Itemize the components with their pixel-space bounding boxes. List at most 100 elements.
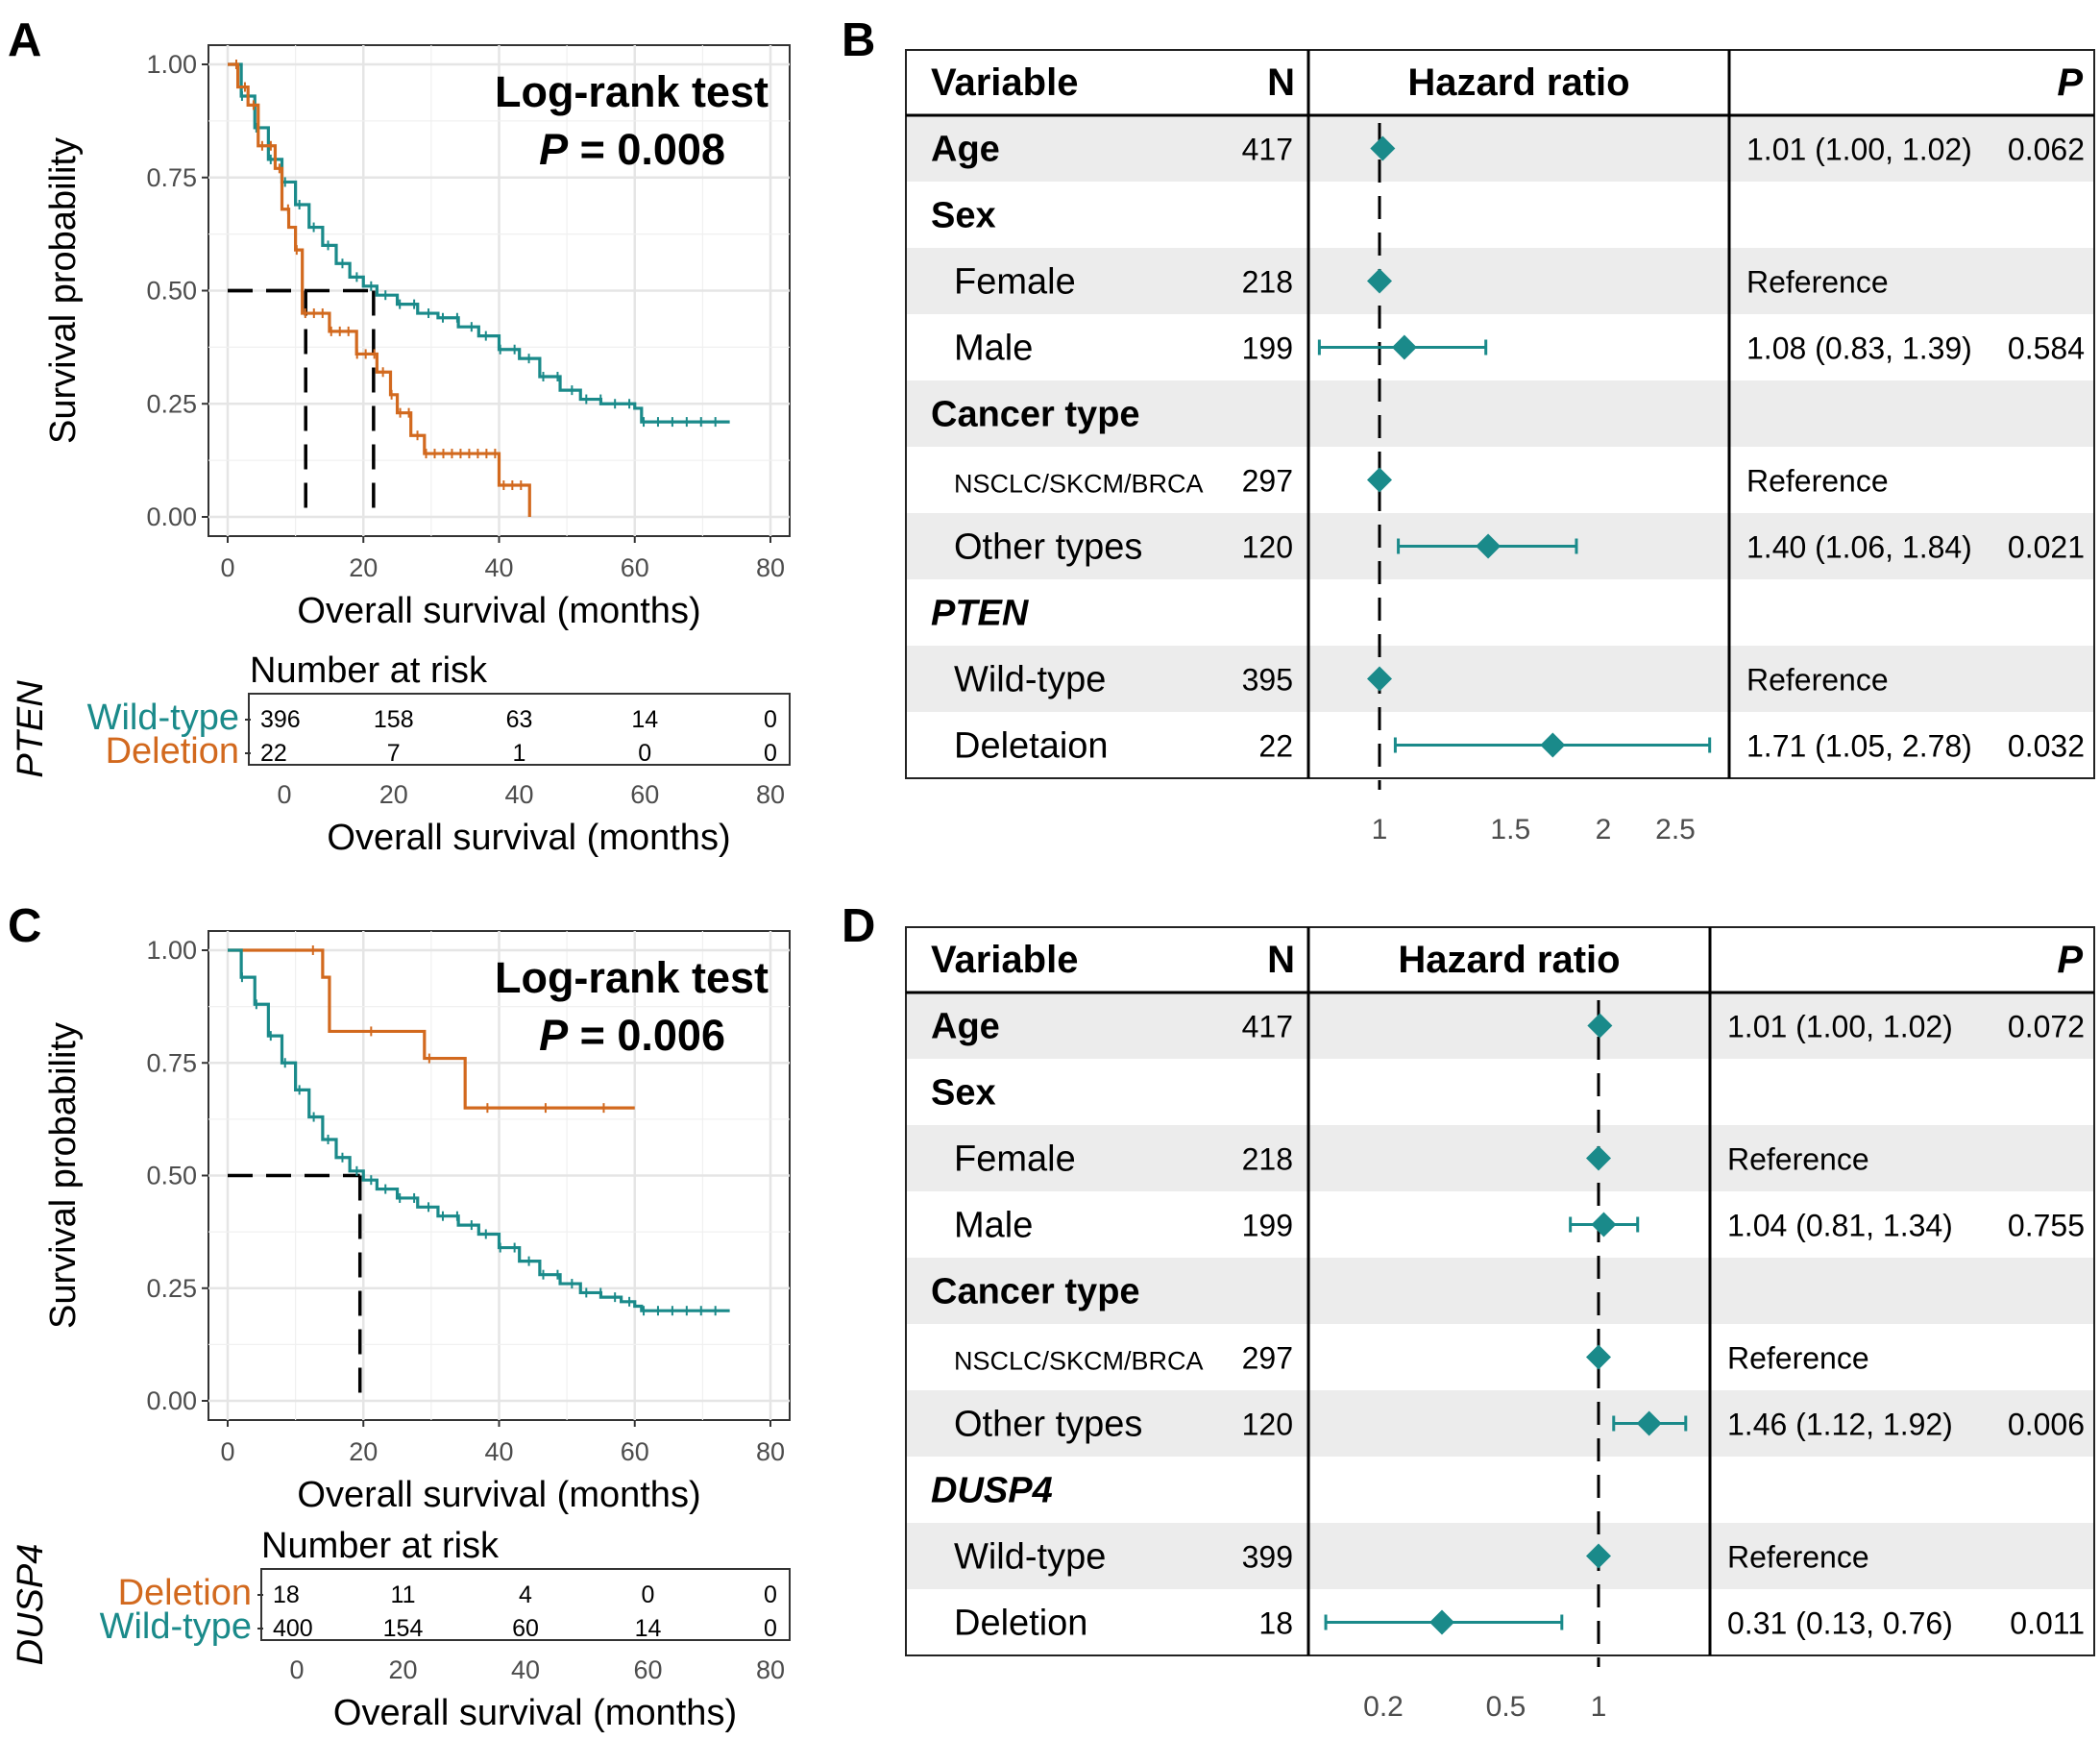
x-tick-label: 80 <box>756 1437 785 1466</box>
risk-count: 1 <box>513 740 526 767</box>
y-tick-label: 0.75 <box>146 163 197 192</box>
row-hr-ci: 0.31 (0.13, 0.76) <box>1727 1606 1953 1641</box>
row-hr-ci: 1.46 (1.12, 1.92) <box>1727 1408 1953 1442</box>
gene-label: PTEN <box>11 680 51 778</box>
x-tick-label: 20 <box>349 553 378 582</box>
header-p: P <box>2057 61 2083 104</box>
row-n: 120 <box>1242 1408 1293 1442</box>
hr-point-marker <box>1591 1212 1617 1238</box>
logrank-title: Log-rank test <box>495 953 769 1002</box>
row-label: Male <box>954 1206 1033 1246</box>
risk-count: 4 <box>519 1581 532 1608</box>
km-curve-wild-type <box>228 948 730 1312</box>
row-shade <box>906 1125 2094 1191</box>
header-hazard-ratio: Hazard ratio <box>1407 61 1629 104</box>
y-axis-label: Survival probability <box>43 137 84 444</box>
p-symbol: P <box>539 125 569 174</box>
row-label: Female <box>954 1140 1076 1180</box>
row-shade <box>906 1390 2094 1457</box>
logrank-pvalue: P = 0.008 <box>539 125 725 174</box>
row-n: 395 <box>1242 663 1293 698</box>
x-tick-label: 40 <box>484 553 513 582</box>
hr-point-marker <box>1587 1013 1613 1039</box>
logrank-title: Log-rank test <box>495 67 769 116</box>
risk-x-tick-label: 40 <box>504 780 533 809</box>
row-hr-ci: 1.08 (0.83, 1.39) <box>1746 331 1972 366</box>
hr-axis-tick-label: 1 <box>1372 814 1388 845</box>
hr-point-marker <box>1370 135 1396 161</box>
risk-x-tick-label: 20 <box>388 1655 417 1684</box>
header-hazard-ratio: Hazard ratio <box>1398 939 1620 981</box>
risk-count: 400 <box>273 1615 313 1642</box>
hr-axis-tick-label: 1 <box>1591 1691 1607 1723</box>
row-label: Other types <box>954 527 1142 568</box>
risk-count: 14 <box>631 706 658 733</box>
risk-table-frame <box>248 693 791 766</box>
row-n: 417 <box>1242 1010 1293 1044</box>
row-label: Cancer type <box>931 1272 1140 1312</box>
y-tick-label: 1.00 <box>146 50 197 79</box>
hr-point-marker <box>1586 1543 1611 1569</box>
row-label: DUSP4 <box>931 1471 1053 1511</box>
x-tick-label: 0 <box>220 1437 234 1466</box>
risk-x-tick-label: 80 <box>756 780 785 809</box>
p-symbol: P <box>539 1011 569 1060</box>
row-p: 0.072 <box>2008 1010 2085 1044</box>
risk-x-tick-label: 40 <box>511 1655 540 1684</box>
risk-group-label: Wild-type <box>100 1606 252 1647</box>
risk-count: 0 <box>642 1581 655 1608</box>
km-curve-wild-type <box>228 62 730 424</box>
row-hr-ci: Reference <box>1746 464 1889 499</box>
row-shade <box>906 380 2094 447</box>
y-axis-label: Survival probability <box>43 1022 84 1329</box>
row-shade <box>906 248 2094 314</box>
risk-count: 158 <box>374 706 414 733</box>
risk-count: 18 <box>273 1581 300 1608</box>
p-value: = 0.008 <box>568 125 725 174</box>
risk-table-title: Number at risk <box>261 1526 500 1566</box>
row-n: 218 <box>1242 265 1293 300</box>
row-label: Wild-type <box>954 660 1106 700</box>
row-label: Age <box>931 130 1000 170</box>
risk-table-frame <box>260 1568 791 1641</box>
row-n: 399 <box>1242 1540 1293 1575</box>
row-n: 199 <box>1242 331 1293 366</box>
row-shade <box>906 993 2094 1059</box>
risk-x-axis-label: Overall survival (months) <box>327 818 730 858</box>
row-p: 0.584 <box>2008 331 2085 366</box>
risk-table-title: Number at risk <box>250 650 488 691</box>
x-axis-label: Overall survival (months) <box>297 591 700 631</box>
x-tick-label: 20 <box>349 1437 378 1466</box>
risk-x-tick-label: 80 <box>756 1655 785 1684</box>
row-n: 18 <box>1258 1606 1293 1641</box>
risk-count: 60 <box>512 1615 539 1642</box>
y-tick-label: 0.50 <box>146 277 197 306</box>
panel-label-A: A <box>8 14 41 66</box>
y-tick-label: 1.00 <box>146 936 197 965</box>
header-n: N <box>1267 939 1295 981</box>
logrank-pvalue: P = 0.006 <box>539 1011 725 1060</box>
row-hr-ci: Reference <box>1727 1142 1869 1177</box>
row-p: 0.006 <box>2008 1408 2085 1442</box>
row-n: 22 <box>1258 729 1293 764</box>
row-hr-ci: Reference <box>1746 265 1889 300</box>
x-tick-label: 80 <box>756 553 785 582</box>
header-n: N <box>1267 61 1295 104</box>
hr-point-marker <box>1367 268 1392 294</box>
row-hr-ci: 1.01 (1.00, 1.02) <box>1727 1010 1953 1044</box>
x-tick-label: 60 <box>621 1437 649 1466</box>
x-tick-label: 0 <box>220 553 234 582</box>
header-variable: Variable <box>931 939 1078 981</box>
hr-point-marker <box>1476 533 1502 559</box>
row-label: NSCLC/SKCM/BRCA <box>954 1347 1204 1376</box>
panel-label-B: B <box>842 14 875 66</box>
row-hr-ci: Reference <box>1746 663 1889 698</box>
panel-label-D: D <box>842 900 875 952</box>
x-tick-label: 60 <box>621 553 649 582</box>
row-n: 218 <box>1242 1142 1293 1177</box>
risk-count: 7 <box>387 740 401 767</box>
risk-x-tick-label: 0 <box>277 780 291 809</box>
risk-x-tick-label: 60 <box>633 1655 662 1684</box>
row-label: Sex <box>931 1073 996 1114</box>
row-label: PTEN <box>931 594 1030 634</box>
